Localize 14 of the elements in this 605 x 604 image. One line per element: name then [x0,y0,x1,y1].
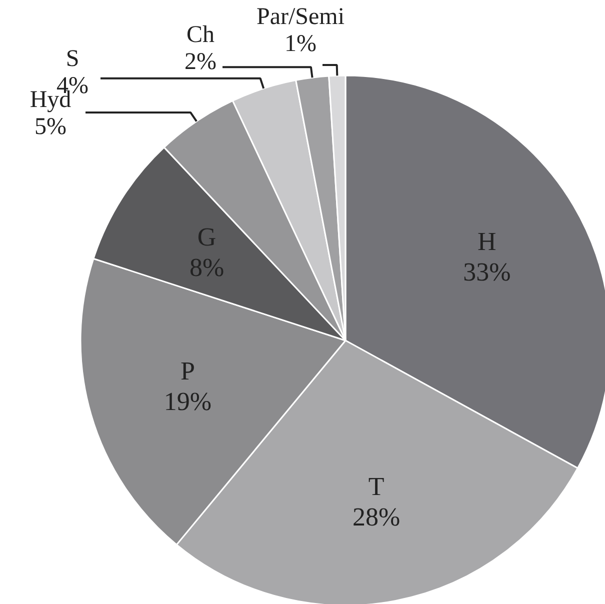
slice-label: G [197,222,216,252]
slice-label: P [180,356,195,386]
slice-label: T [368,472,384,502]
slice-label: Par/Semi [256,4,345,30]
data-label: 8% [189,253,224,282]
slice-label: Ch [186,22,215,48]
slice-label: H [478,227,497,256]
data-label: 28% [352,502,400,532]
data-label: 5% [34,114,67,140]
data-label: 2% [184,49,217,76]
slice-label: S [66,46,80,72]
data-label: 33% [463,258,511,287]
data-label: 19% [164,387,212,416]
data-label: 1% [284,31,317,58]
